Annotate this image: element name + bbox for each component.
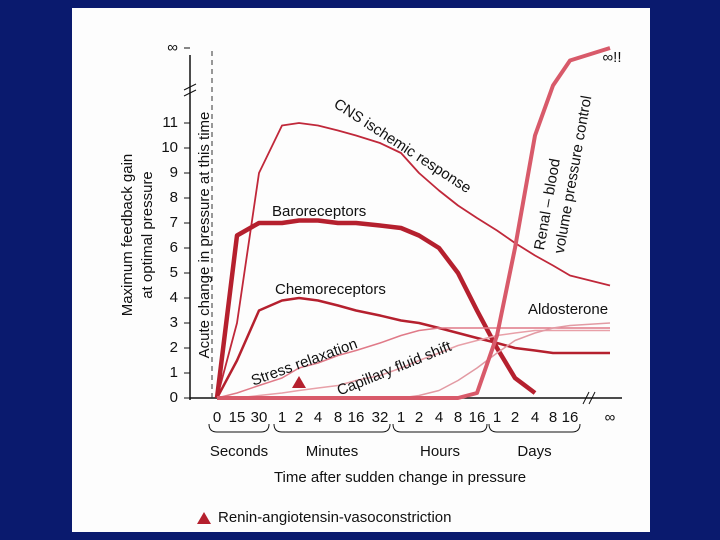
- marker: [292, 376, 306, 388]
- x-tick-label: 2: [415, 409, 423, 426]
- y-tick-label: 0: [170, 389, 178, 406]
- x-tick-label: 2: [295, 409, 303, 426]
- x-tick-label: 2: [511, 409, 519, 426]
- y-tick-label: 2: [170, 339, 178, 356]
- y-axis-label: Maximum feedback gain: [119, 154, 136, 317]
- y-tick-label: 4: [170, 289, 178, 306]
- x-axis-label: Time after sudden change in pressure: [274, 469, 526, 486]
- group-bracket: [208, 423, 270, 433]
- x-tick-label: 30: [251, 409, 268, 426]
- x-tick-label: 4: [435, 409, 443, 426]
- y-tick-label: 5: [170, 264, 178, 281]
- y-tick-label: 10: [161, 139, 178, 156]
- axis-break: [582, 391, 590, 405]
- series-line: [217, 46, 611, 400]
- group-label: Days: [517, 443, 551, 460]
- y-tick-label: 3: [170, 314, 178, 331]
- y-tick-label: 9: [170, 164, 178, 181]
- annotation: ∞!!: [602, 49, 621, 66]
- legend-label: Renin-angiotensin-vasoconstriction: [218, 509, 451, 526]
- x-tick-label: 1: [493, 409, 501, 426]
- x-tick-label: 15: [229, 409, 246, 426]
- group-bracket: [488, 423, 581, 433]
- x-tick-label: 0: [213, 409, 221, 426]
- group-label: Seconds: [210, 443, 268, 460]
- x-tick-label: 32: [372, 409, 389, 426]
- x-tick-label: ∞: [605, 409, 616, 426]
- x-tick-label: 16: [562, 409, 579, 426]
- series-label: Chemoreceptors: [275, 281, 386, 298]
- series-line: [215, 296, 610, 399]
- series-label: Baroreceptors: [272, 203, 366, 220]
- x-tick-label: 4: [314, 409, 322, 426]
- y-axis-label: at optimal pressure: [139, 171, 156, 299]
- y-tick-label: 6: [170, 239, 178, 256]
- axis-break: [588, 391, 596, 405]
- x-tick-label: 8: [334, 409, 342, 426]
- x-tick-label: 16: [469, 409, 486, 426]
- x-tick-label: 8: [549, 409, 557, 426]
- figure-panel: [72, 8, 650, 532]
- y-tick-label: ∞: [167, 39, 178, 56]
- series-line: [214, 218, 537, 399]
- y-tick-label: 1: [170, 364, 178, 381]
- x-tick-label: 4: [531, 409, 539, 426]
- legend-marker: [197, 512, 211, 524]
- axis-break: [183, 83, 197, 91]
- acute-label: Acute change in pressure at this time: [196, 112, 213, 359]
- y-tick-label: 8: [170, 189, 178, 206]
- x-tick-label: 1: [278, 409, 286, 426]
- series-line: [216, 122, 611, 399]
- x-tick-label: 1: [397, 409, 405, 426]
- series-line: [216, 327, 610, 399]
- group-bracket: [392, 423, 488, 433]
- x-tick-label: 16: [348, 409, 365, 426]
- series-label: Aldosterone: [528, 301, 608, 318]
- x-tick-label: 8: [454, 409, 462, 426]
- series-line: [217, 329, 610, 399]
- y-tick-label: 11: [162, 114, 178, 131]
- axis-break: [183, 89, 197, 97]
- group-label: Minutes: [306, 443, 359, 460]
- group-bracket: [273, 423, 391, 433]
- group-label: Hours: [420, 443, 460, 460]
- y-tick-label: 7: [170, 214, 178, 231]
